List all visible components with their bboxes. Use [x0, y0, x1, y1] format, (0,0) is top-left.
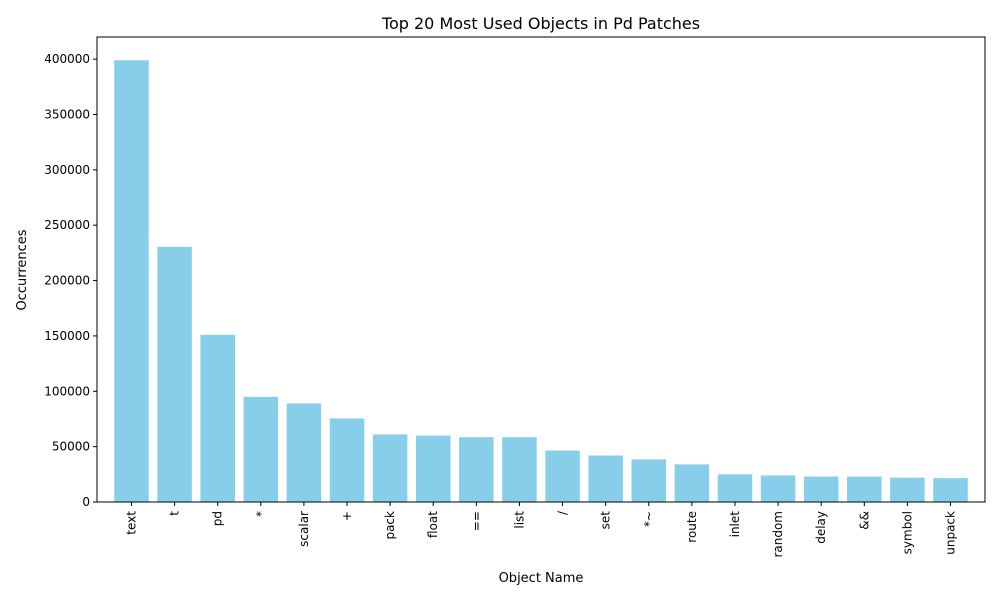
y-axis-label: Occurrences: [15, 229, 30, 310]
x-tick-label-0: text: [124, 511, 138, 535]
y-tick-label-6: 300000: [44, 163, 90, 177]
x-tick-label-14: inlet: [728, 511, 742, 538]
y-tick-label-1: 50000: [52, 440, 90, 454]
bar-3: [243, 396, 279, 502]
x-tick-label-17: &&: [857, 511, 871, 530]
y-tick-label-2: 100000: [44, 384, 90, 398]
y-tick-label-3: 150000: [44, 329, 90, 343]
x-tick-label-16: delay: [814, 511, 828, 544]
x-tick-label-19: unpack: [944, 511, 958, 555]
bar-19: [933, 478, 968, 502]
bar-10: [545, 450, 580, 502]
x-tick-label-8: ==: [469, 511, 483, 531]
plot-area: 0 50000 100000 150000 200000 250000 300000 3500…: [44, 36, 986, 558]
x-tick-label-5: +: [340, 511, 354, 521]
bar-1: [157, 246, 192, 502]
x-tick-label-15: random: [771, 511, 785, 558]
x-tick-label-9: list: [512, 511, 526, 529]
x-tick-label-3: *: [254, 511, 268, 517]
bar-12: [631, 459, 667, 503]
y-tick-label-0: 0: [82, 495, 90, 509]
x-tick-label-11: set: [599, 511, 613, 530]
x-tick-label-2: pd: [211, 511, 225, 526]
y-tick-label-8: 400000: [44, 52, 90, 66]
bar-17: [847, 476, 882, 502]
bar-2: [200, 334, 235, 502]
bar-16: [803, 476, 839, 502]
bar-14: [717, 474, 753, 502]
chart-title: Top 20 Most Used Objects in Pd Patches: [381, 14, 700, 33]
y-tick-label-5: 250000: [44, 218, 90, 232]
bar-7: [415, 435, 451, 502]
axes-frame: [96, 36, 986, 503]
bar-11: [588, 455, 623, 502]
bar-6: [372, 434, 408, 502]
bar-0: [114, 60, 149, 502]
bar-13: [674, 464, 710, 502]
x-tick-label-1: t: [168, 511, 182, 516]
bar-4: [286, 403, 322, 502]
x-tick-label-12: *~: [642, 511, 656, 527]
y-tick-label-4: 200000: [44, 274, 90, 288]
x-tick-label-4: scalar: [297, 511, 311, 547]
x-tick-label-13: route: [685, 511, 699, 543]
bar-18: [890, 477, 925, 502]
bar-5: [329, 418, 365, 502]
x-tick-label-6: pack: [383, 511, 397, 540]
x-tick-label-10: /: [556, 510, 570, 515]
x-axis-label: Object Name: [499, 571, 584, 586]
bar-15: [760, 475, 796, 502]
bar-8: [459, 437, 494, 502]
y-tick-label-7: 350000: [44, 108, 90, 122]
x-tick-label-18: symbol: [900, 511, 914, 554]
x-tick-label-7: float: [426, 511, 440, 538]
bar-9: [502, 437, 537, 502]
